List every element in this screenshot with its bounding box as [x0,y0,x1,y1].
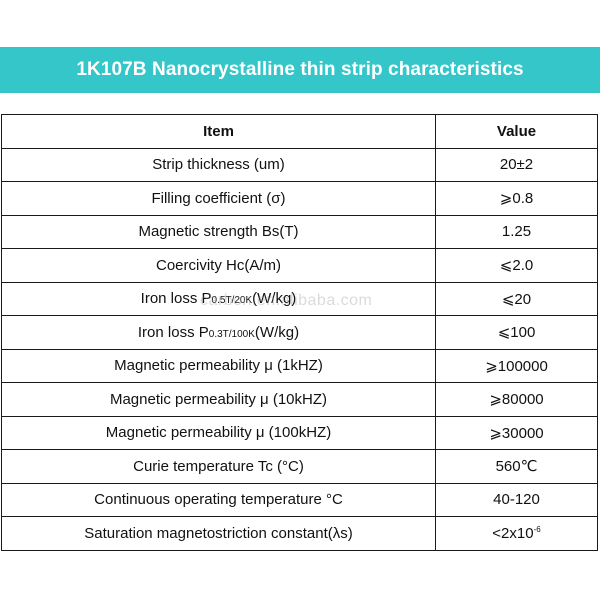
row-item-cell: Magnetic strength Bs(T) [1,214,436,249]
row-item-cell: Magnetic permeability μ (10kHZ) [1,382,436,417]
row-item-cell: Saturation magnetostriction constant(λs) [1,516,436,551]
row-item-cell: Magnetic permeability μ (100kHZ) [1,415,436,450]
value-base: <2x10 [492,524,534,542]
table-row: Continuous operating temperature °C 40-1… [1,482,598,517]
item-unit: (W/kg) [252,290,297,308]
row-item-cell: Magnetic permeability μ (1kHZ) [1,348,436,383]
table-row: Strip thickness (um) 20±2 [1,147,598,182]
row-value-cell: ⩾80000 [435,382,598,417]
table-row: Iron loss P0.5T/20K(W/kg) ⩽20 [1,281,598,316]
row-item-cell: Iron loss P0.3T/100K(W/kg) [1,315,436,350]
row-item-cell: Continuous operating temperature °C [1,482,436,517]
row-value-cell: 1.25 [435,214,598,249]
item-text: Iron loss P [137,323,209,341]
row-value-cell: ⩾0.8 [435,181,598,216]
table-row: Curie temperature Tc (°C) 560℃ [1,449,598,484]
item-subscript: 0.3T/100K [208,328,255,340]
table-row: Magnetic permeability μ (100kHZ) ⩾30000 [1,415,598,450]
row-value-cell: ⩾100000 [435,348,598,383]
item-text: Iron loss P [140,290,212,308]
table-row: Coercivity Hc(A/m) ⩽2.0 [1,248,598,283]
table-row: Magnetic permeability μ (10kHZ) ⩾80000 [1,382,598,417]
row-item-cell: Curie temperature Tc (°C) [1,449,436,484]
row-value-cell: ⩽2.0 [435,248,598,283]
row-value-cell: 20±2 [435,147,598,182]
row-value-cell: ⩽20 [435,281,598,316]
value-exponent: -6 [533,524,541,534]
row-item-cell: Coercivity Hc(A/m) [1,248,436,283]
column-header-value: Value [435,114,598,149]
table-header-row: Item Value [1,114,598,149]
row-value-cell: ⩽100 [435,315,598,350]
table-row: Saturation magnetostriction constant(λs)… [1,516,598,551]
characteristics-table: Item Value Strip thickness (um) 20±2 Fil… [1,114,598,551]
title-banner: 1K107B Nanocrystalline thin strip charac… [0,47,600,93]
table-row: Filling coefficient (σ) ⩾0.8 [1,181,598,216]
row-item-cell: Strip thickness (um) [1,147,436,182]
item-unit: (W/kg) [254,323,300,341]
table-row: Iron loss P0.3T/100K(W/kg) ⩽100 [1,315,598,350]
item-subscript: 0.5T/20K [211,295,253,307]
row-item-cell: Filling coefficient (σ) [1,181,436,216]
row-value-cell: ⩾30000 [435,415,598,450]
table-row: Magnetic permeability μ (1kHZ) ⩾100000 [1,348,598,383]
row-value-cell: 560℃ [435,449,598,484]
page-title: 1K107B Nanocrystalline thin strip charac… [76,59,524,80]
column-header-item: Item [1,114,436,149]
row-value-cell: <2x10-6 [435,516,598,551]
table-row: Magnetic strength Bs(T) 1.25 [1,214,598,249]
row-value-cell: 40-120 [435,482,598,517]
row-item-cell: Iron loss P0.5T/20K(W/kg) [1,281,436,316]
